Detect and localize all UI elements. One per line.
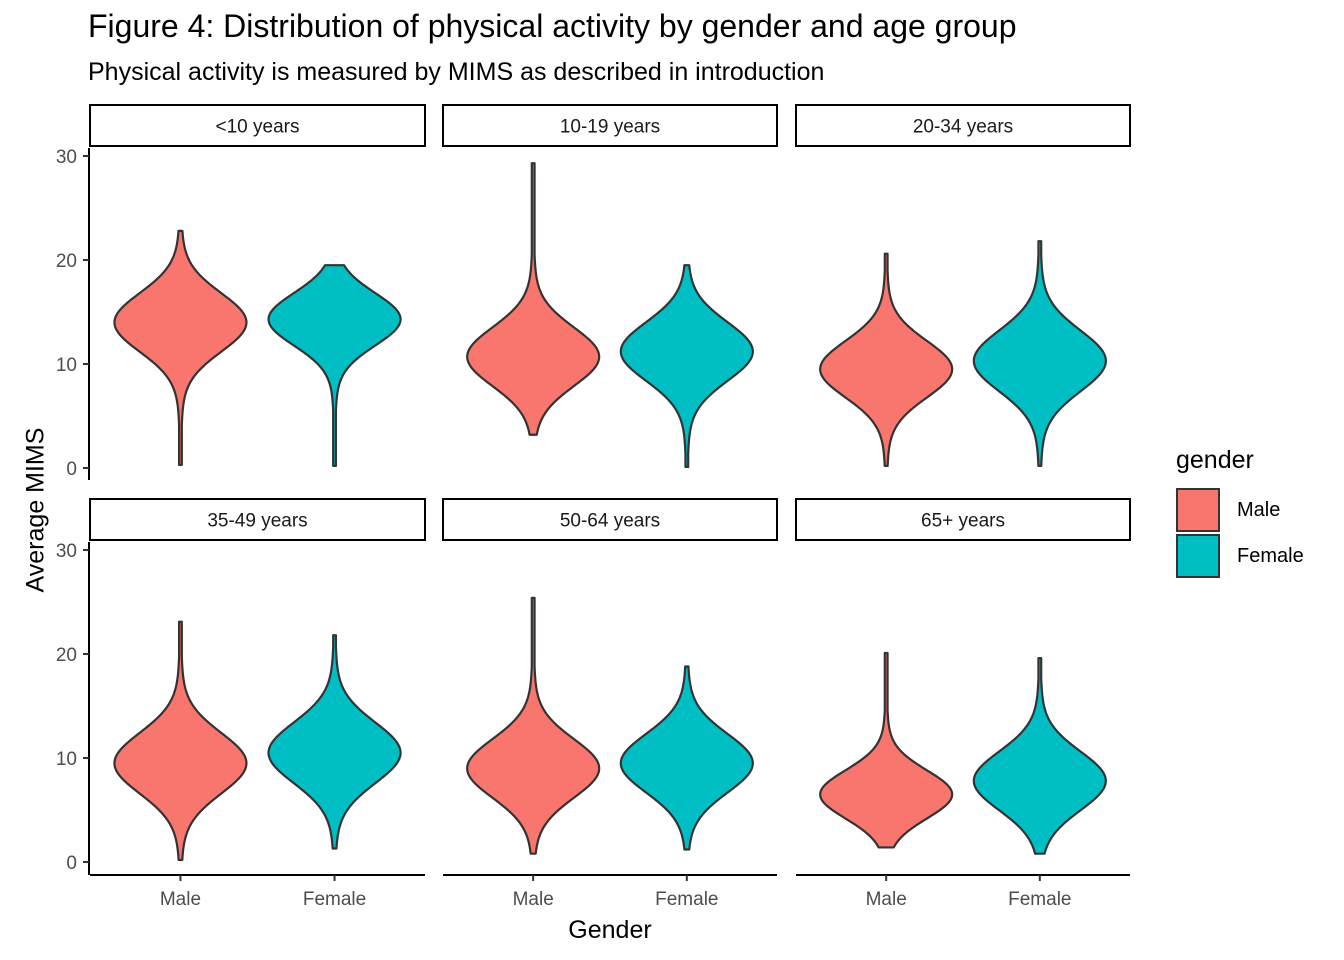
y-tick-label: 30 bbox=[56, 541, 77, 562]
legend-label-female: Female bbox=[1237, 545, 1304, 567]
facet-strip-label: 20-34 years bbox=[913, 117, 1013, 138]
facet-strip-label: 65+ years bbox=[921, 511, 1005, 532]
y-tick-label: 30 bbox=[56, 147, 77, 168]
violin-male bbox=[819, 252, 954, 468]
violin-male bbox=[466, 162, 601, 436]
violin-female bbox=[619, 264, 754, 469]
legend-key-female bbox=[1176, 534, 1220, 578]
facet-strip-label: 10-19 years bbox=[560, 117, 660, 138]
y-tick-label: 20 bbox=[56, 645, 77, 666]
facet-strip bbox=[795, 104, 1131, 147]
y-axis-title: Average MIMS bbox=[21, 427, 50, 593]
x-tick-label: Male bbox=[160, 889, 201, 910]
y-tick-label: 10 bbox=[56, 749, 77, 770]
y-tick-label: 10 bbox=[56, 355, 77, 376]
facet-strip bbox=[442, 498, 778, 541]
y-tick-label: 0 bbox=[66, 459, 77, 480]
violin-female bbox=[267, 264, 402, 468]
x-tick-label: Male bbox=[513, 889, 554, 910]
violin-female bbox=[267, 634, 402, 850]
facet-strip bbox=[795, 498, 1131, 541]
x-axis-title: Gender bbox=[568, 916, 652, 944]
x-tick-label: Female bbox=[1008, 889, 1071, 910]
legend-key-male bbox=[1176, 488, 1220, 532]
violin-female bbox=[972, 240, 1107, 468]
violin-male bbox=[113, 620, 248, 862]
chart-subtitle: Physical activity is measured by MIMS as… bbox=[88, 58, 825, 86]
violin-female bbox=[972, 657, 1107, 855]
facet-strip-label: <10 years bbox=[216, 117, 300, 138]
facet-strip-label: 50-64 years bbox=[560, 511, 660, 532]
legend-title: gender bbox=[1176, 446, 1254, 474]
y-tick-label: 20 bbox=[56, 251, 77, 272]
y-tick-label: 0 bbox=[66, 853, 77, 874]
violin-male bbox=[466, 596, 601, 855]
violin-female bbox=[619, 665, 754, 851]
violin-male bbox=[113, 229, 248, 466]
x-tick-label: Female bbox=[303, 889, 366, 910]
x-tick-label: Male bbox=[866, 889, 907, 910]
facet-strip bbox=[89, 498, 426, 541]
legend-label-male: Male bbox=[1237, 499, 1281, 521]
chart-title: Figure 4: Distribution of physical activ… bbox=[88, 8, 1017, 44]
facet-strip bbox=[89, 104, 426, 147]
violin-male bbox=[819, 651, 954, 849]
facet-strip-label: 35-49 years bbox=[207, 511, 307, 532]
x-tick-label: Female bbox=[655, 889, 718, 910]
facet-strip bbox=[442, 104, 778, 147]
